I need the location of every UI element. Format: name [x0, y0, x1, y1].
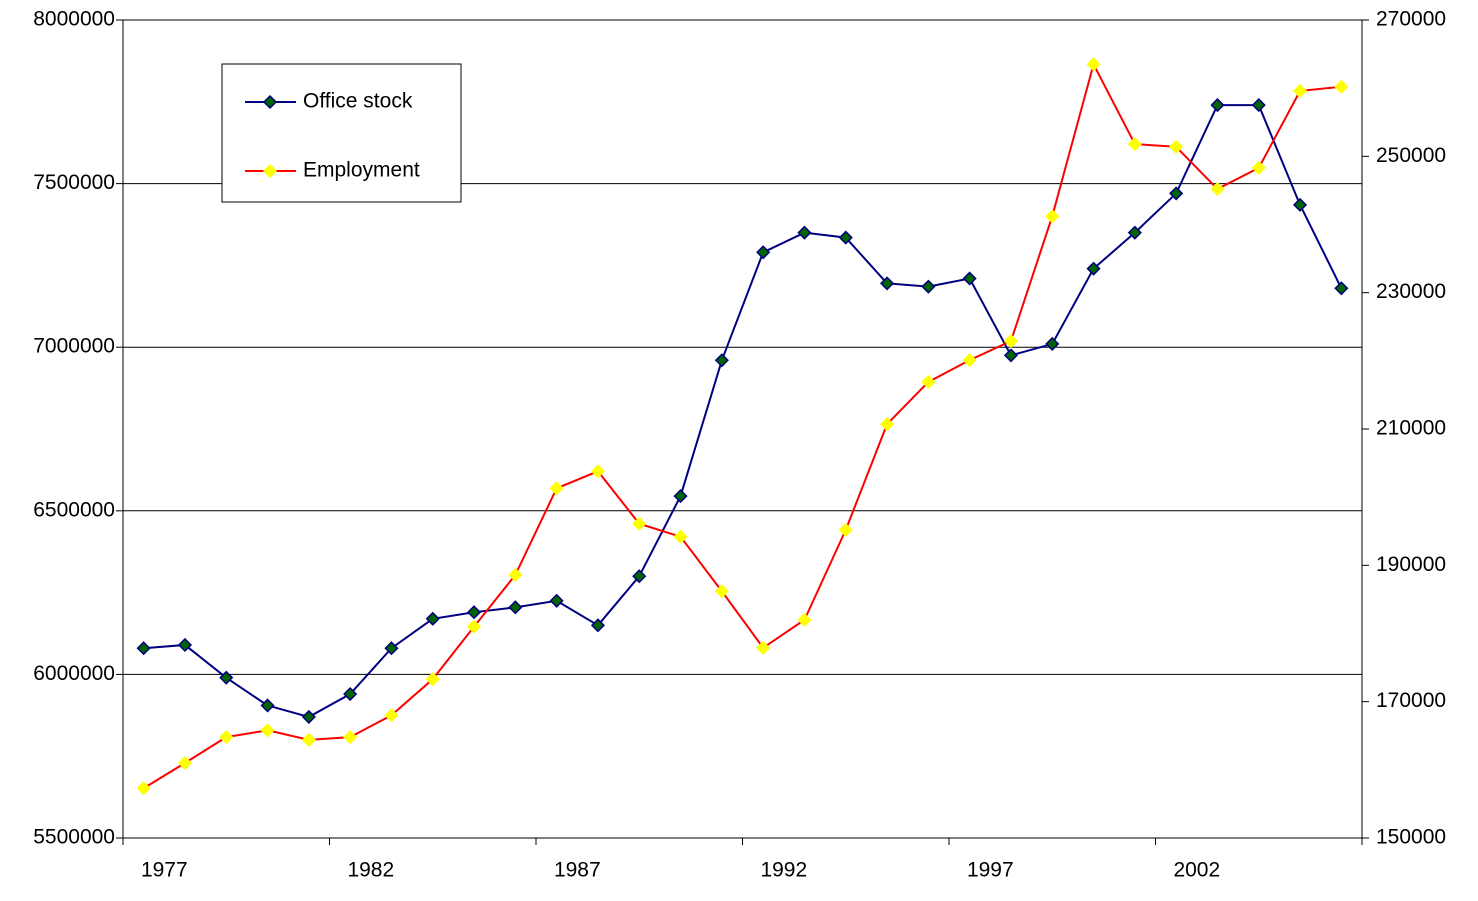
legend-marker — [262, 94, 278, 110]
data-point — [1045, 336, 1060, 351]
data-point — [384, 641, 399, 656]
legend-label: Employment — [303, 159, 420, 182]
data-point — [1292, 197, 1308, 212]
data-point — [797, 612, 812, 627]
y2-tick-label: 230000 — [1376, 280, 1446, 303]
y-tick-label: 6500000 — [33, 498, 115, 521]
data-point — [797, 225, 812, 240]
data-point — [1169, 186, 1184, 201]
data-point — [714, 353, 729, 368]
y2-tick-label: 270000 — [1376, 8, 1446, 31]
data-point — [714, 584, 729, 599]
data-point — [1045, 209, 1060, 224]
x-tick-label: 1992 — [760, 859, 807, 882]
data-point — [1003, 334, 1019, 349]
data-point — [673, 529, 688, 544]
data-point — [1169, 139, 1184, 154]
data-point — [1210, 98, 1225, 113]
data-point — [1251, 160, 1266, 175]
data-point — [508, 567, 523, 582]
data-point — [1003, 348, 1019, 363]
data-point — [136, 781, 151, 796]
x-tick-label: 1997 — [967, 859, 1014, 882]
data-point — [1210, 181, 1225, 197]
y2-tick-label: 250000 — [1376, 144, 1446, 167]
y-tick-label: 8000000 — [33, 8, 115, 31]
data-point — [1334, 281, 1349, 296]
x-tick-label: 1982 — [347, 859, 394, 882]
data-point — [921, 374, 936, 390]
data-point — [384, 708, 399, 723]
data-point — [549, 481, 564, 496]
data-point — [219, 670, 234, 685]
data-point — [921, 279, 936, 294]
data-point — [136, 641, 151, 656]
data-point — [673, 489, 688, 504]
data-point — [260, 723, 275, 738]
data-point — [838, 230, 853, 245]
data-point — [1127, 225, 1142, 240]
data-point — [219, 730, 234, 745]
data-point — [343, 686, 358, 702]
data-point — [632, 569, 647, 584]
data-point — [466, 619, 482, 634]
y2-tick-label: 170000 — [1376, 689, 1446, 712]
data-point — [962, 271, 977, 286]
y-tick-label: 7000000 — [33, 335, 115, 358]
data-point — [1086, 57, 1101, 72]
x-tick-label: 1977 — [141, 859, 188, 882]
y-tick-label: 5500000 — [33, 826, 115, 849]
data-point — [632, 516, 647, 531]
data-point — [343, 730, 358, 745]
legend-box — [221, 63, 462, 203]
y-tick-label: 6000000 — [33, 662, 115, 685]
data-point — [838, 522, 853, 537]
data-point — [425, 611, 440, 626]
data-point — [1334, 79, 1349, 94]
data-point — [466, 605, 482, 620]
data-point — [756, 640, 771, 655]
data-point — [1127, 137, 1142, 152]
x-tick-label: 2002 — [1173, 859, 1220, 882]
data-point — [260, 698, 275, 713]
data-point — [756, 245, 771, 260]
data-point — [590, 464, 606, 479]
x-tick-label: 1987 — [554, 859, 601, 882]
data-point — [425, 672, 440, 687]
y-tick-label: 7500000 — [33, 171, 115, 194]
data-point — [1251, 98, 1266, 113]
data-point — [962, 353, 977, 368]
data-point — [879, 276, 895, 291]
data-point — [1292, 83, 1308, 98]
y2-tick-label: 190000 — [1376, 553, 1446, 576]
data-point — [549, 593, 564, 608]
y2-tick-label: 210000 — [1376, 417, 1446, 440]
data-point — [177, 637, 193, 653]
data-point — [301, 709, 316, 724]
y2-tick-label: 150000 — [1376, 826, 1446, 849]
data-point — [301, 732, 316, 747]
series-line — [143, 61, 1342, 790]
data-point — [508, 600, 523, 615]
legend-marker — [262, 163, 278, 179]
legend-label: Office stock — [303, 90, 413, 113]
series-line — [143, 104, 1343, 719]
data-point — [177, 755, 193, 771]
data-point — [879, 417, 895, 432]
data-point — [590, 618, 606, 633]
data-point — [1086, 261, 1101, 276]
